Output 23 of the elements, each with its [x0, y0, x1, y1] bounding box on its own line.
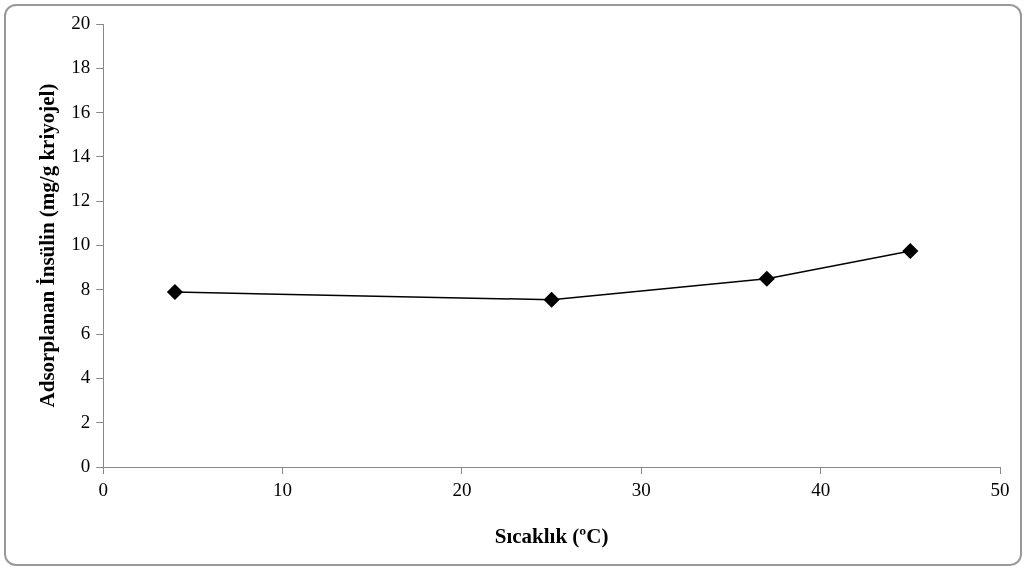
point [167, 284, 183, 300]
x-tick-label: 20 [452, 479, 472, 501]
x-tick-label: 10 [273, 479, 293, 501]
y-tick-label: 4 [80, 366, 91, 388]
x-tick-label: 0 [98, 479, 108, 501]
y-tick-label: 10 [71, 233, 91, 255]
y-tick-label: 8 [80, 277, 91, 299]
point [902, 243, 919, 259]
x-tick-label: 40 [811, 479, 831, 501]
x-tick-label: 30 [631, 479, 651, 501]
y-tick-label: 2 [80, 410, 91, 432]
y-tick-label: 12 [71, 189, 91, 211]
x-tick-label: 50 [990, 479, 1010, 501]
point [543, 292, 560, 308]
y-tick-label: 0 [80, 454, 91, 476]
y-axis-title: Adsorplanan İnsülin (mg/g kriyojel) [35, 83, 60, 408]
y-tick-label: 6 [80, 322, 91, 344]
y-tick-label: 20 [71, 11, 91, 33]
point [759, 270, 775, 287]
y-tick-label: 16 [71, 100, 91, 122]
y-tick-label: 14 [71, 144, 91, 166]
x-axis-title: Sıcaklık (ºC) [494, 523, 609, 548]
y-tick-label: 18 [71, 56, 91, 78]
